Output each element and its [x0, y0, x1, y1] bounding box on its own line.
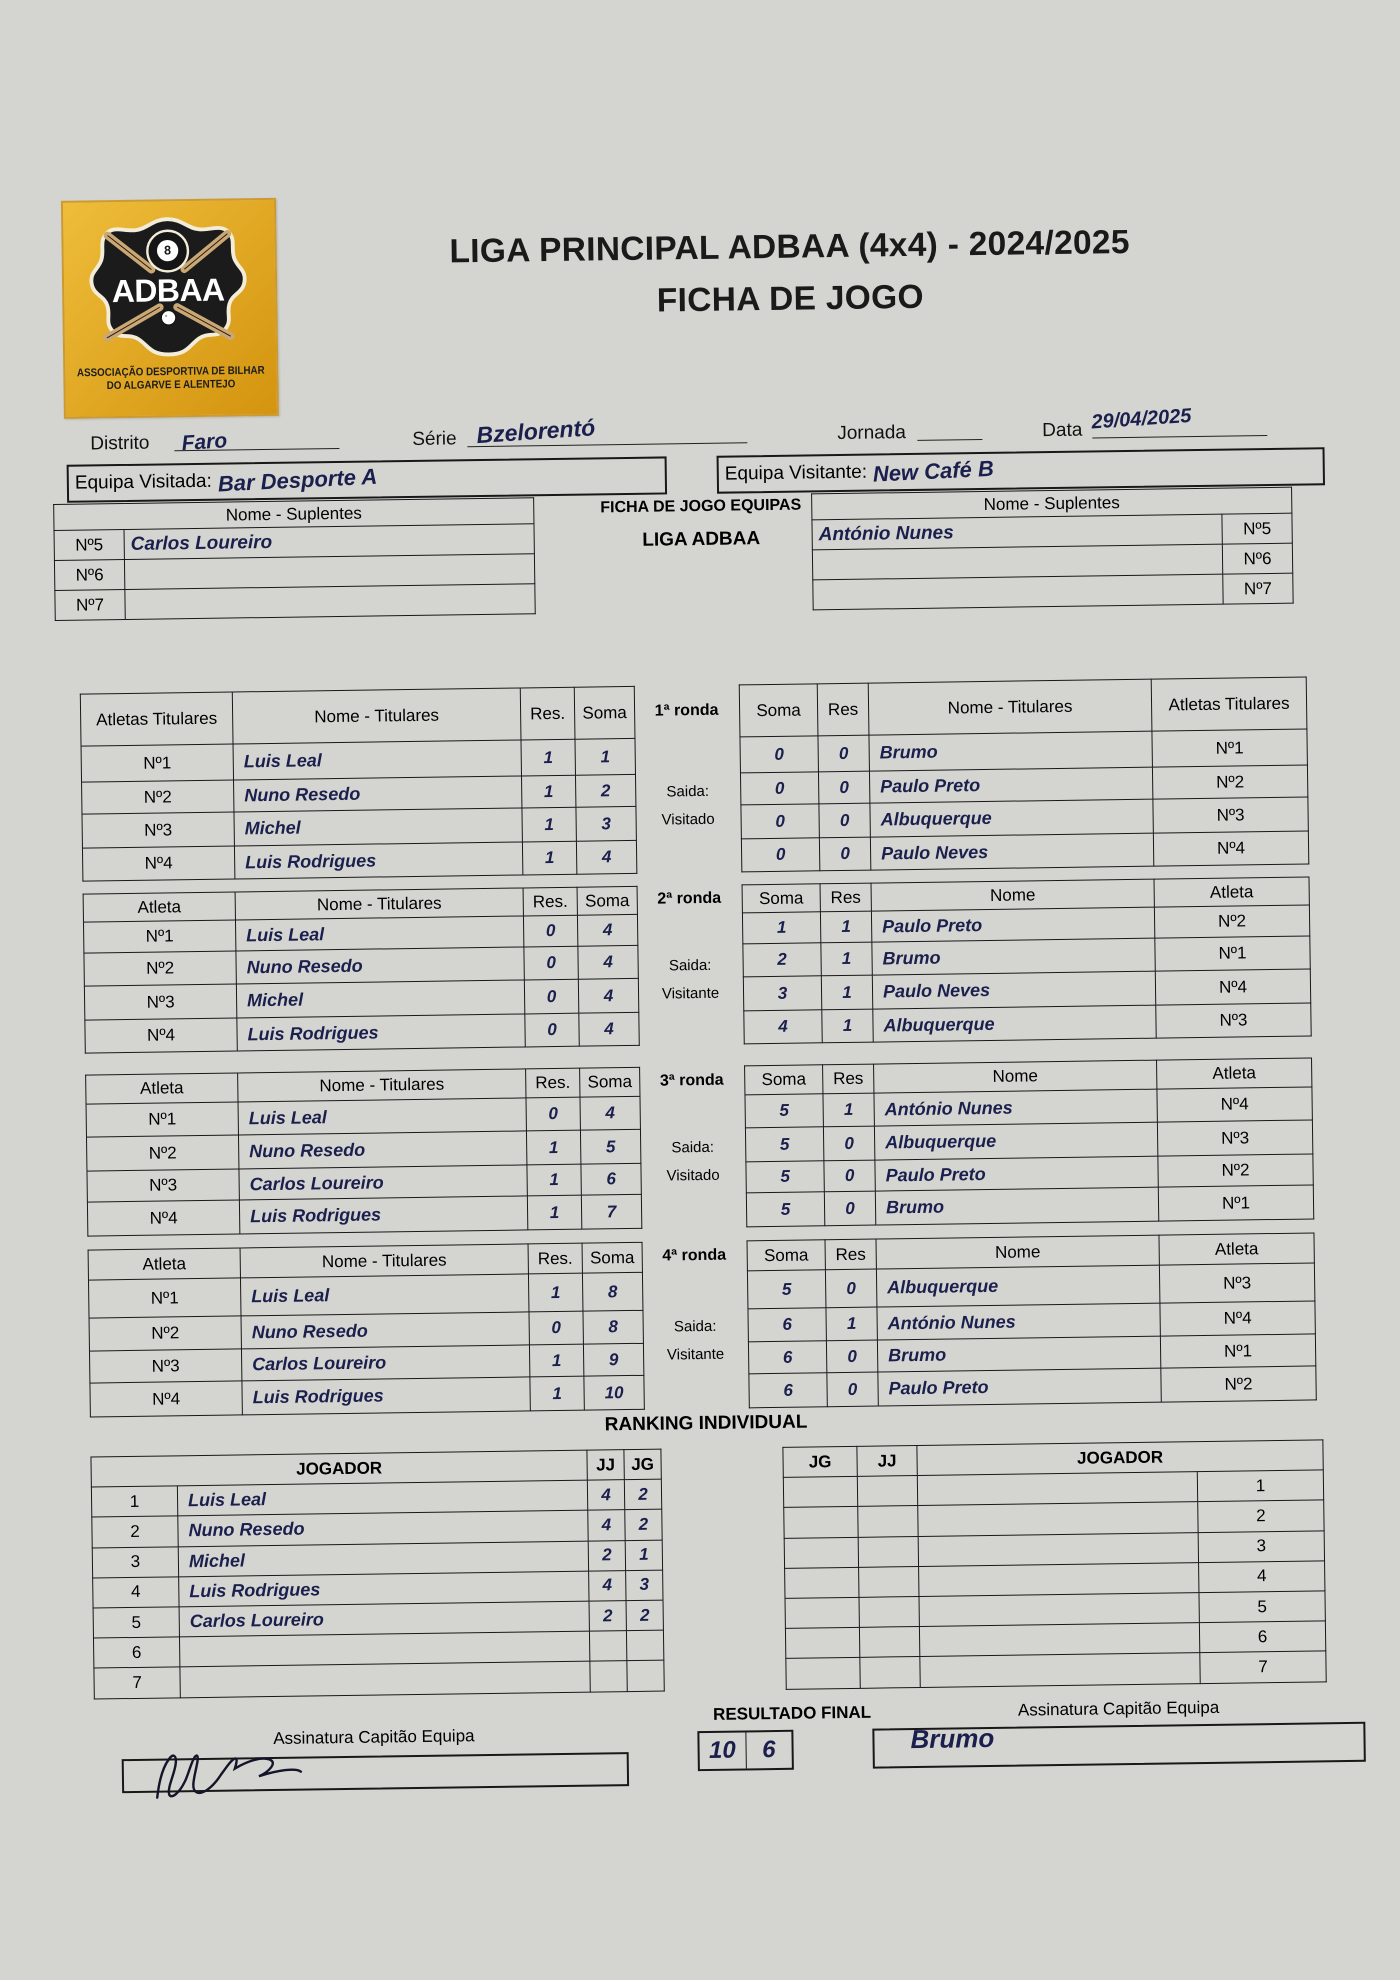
svg-text:ADBAA: ADBAA — [112, 272, 226, 310]
svg-text:8: 8 — [164, 243, 171, 257]
